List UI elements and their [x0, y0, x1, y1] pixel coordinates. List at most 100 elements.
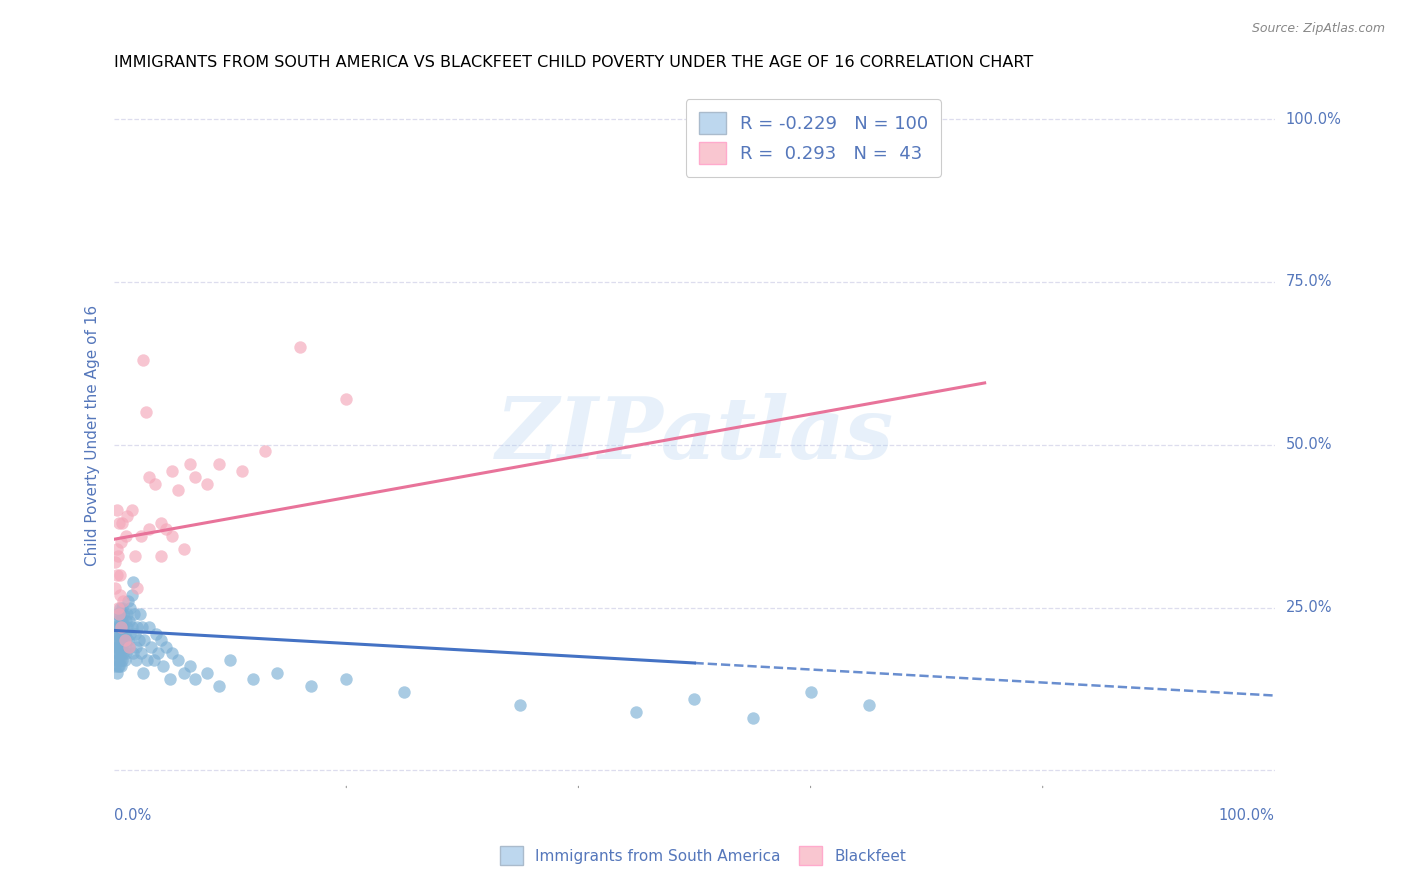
Point: [107, 600, 129, 615]
Point: [127, 620, 149, 634]
Point: [111, 640, 134, 654]
Point: [195, 665, 218, 680]
Point: [111, 600, 134, 615]
Point: [160, 464, 183, 478]
Point: [112, 620, 135, 634]
Point: [242, 673, 264, 687]
Point: [108, 607, 131, 621]
Point: [111, 516, 134, 530]
Point: [105, 653, 128, 667]
Point: [105, 646, 128, 660]
Point: [741, 711, 763, 725]
Point: [105, 665, 128, 680]
Point: [288, 340, 311, 354]
Point: [122, 607, 145, 621]
Point: [108, 640, 131, 654]
Point: [108, 620, 131, 634]
Point: [108, 607, 131, 621]
Point: [121, 588, 143, 602]
Point: [149, 633, 172, 648]
Text: 50.0%: 50.0%: [1286, 437, 1333, 452]
Point: [394, 685, 416, 699]
Point: [145, 626, 167, 640]
Point: [149, 549, 172, 563]
Point: [110, 659, 132, 673]
Point: [108, 600, 131, 615]
Point: [107, 659, 129, 673]
Point: [195, 476, 218, 491]
Point: [108, 653, 131, 667]
Point: [107, 620, 129, 634]
Point: [125, 640, 148, 654]
Point: [108, 646, 131, 660]
Point: [167, 653, 190, 667]
Point: [105, 607, 128, 621]
Point: [108, 588, 131, 602]
Point: [110, 607, 132, 621]
Point: [112, 633, 135, 648]
Point: [335, 392, 357, 407]
Point: [118, 640, 141, 654]
Point: [219, 653, 242, 667]
Point: [105, 640, 128, 654]
Point: [121, 574, 143, 589]
Point: [160, 646, 183, 660]
Point: [127, 581, 149, 595]
Text: 100.0%: 100.0%: [1219, 808, 1275, 823]
Point: [131, 620, 153, 634]
Text: Source: ZipAtlas.com: Source: ZipAtlas.com: [1251, 22, 1385, 36]
Point: [108, 633, 131, 648]
Point: [110, 633, 132, 648]
Point: [104, 620, 127, 634]
Point: [107, 549, 129, 563]
Text: ZIPatlas: ZIPatlas: [495, 393, 894, 477]
Point: [114, 614, 136, 628]
Point: [112, 607, 135, 621]
Point: [117, 594, 139, 608]
Point: [105, 626, 128, 640]
Point: [155, 523, 177, 537]
Text: 75.0%: 75.0%: [1286, 275, 1333, 290]
Point: [110, 646, 132, 660]
Point: [208, 679, 231, 693]
Point: [138, 523, 160, 537]
Point: [152, 659, 174, 673]
Point: [120, 600, 142, 615]
Point: [132, 665, 155, 680]
Point: [128, 633, 150, 648]
Point: [114, 626, 136, 640]
Point: [266, 665, 288, 680]
Point: [301, 679, 323, 693]
Point: [149, 516, 172, 530]
Point: [135, 653, 157, 667]
Point: [108, 659, 131, 673]
Point: [112, 646, 135, 660]
Point: [110, 620, 132, 634]
Point: [683, 691, 706, 706]
Point: [208, 458, 231, 472]
Point: [117, 633, 139, 648]
Point: [129, 529, 152, 543]
Text: 100.0%: 100.0%: [1286, 112, 1341, 127]
Point: [179, 458, 201, 472]
Point: [105, 541, 128, 556]
Point: [115, 509, 138, 524]
Point: [104, 646, 127, 660]
Point: [111, 653, 134, 667]
Point: [121, 503, 143, 517]
Point: [105, 568, 128, 582]
Point: [110, 535, 132, 549]
Point: [184, 470, 207, 484]
Point: [167, 483, 190, 498]
Point: [107, 640, 129, 654]
Point: [148, 646, 170, 660]
Point: [115, 620, 138, 634]
Point: [138, 620, 160, 634]
Point: [121, 620, 143, 634]
Point: [173, 541, 195, 556]
Point: [118, 640, 141, 654]
Point: [107, 633, 129, 648]
Point: [231, 464, 253, 478]
Point: [104, 633, 127, 648]
Point: [110, 620, 132, 634]
